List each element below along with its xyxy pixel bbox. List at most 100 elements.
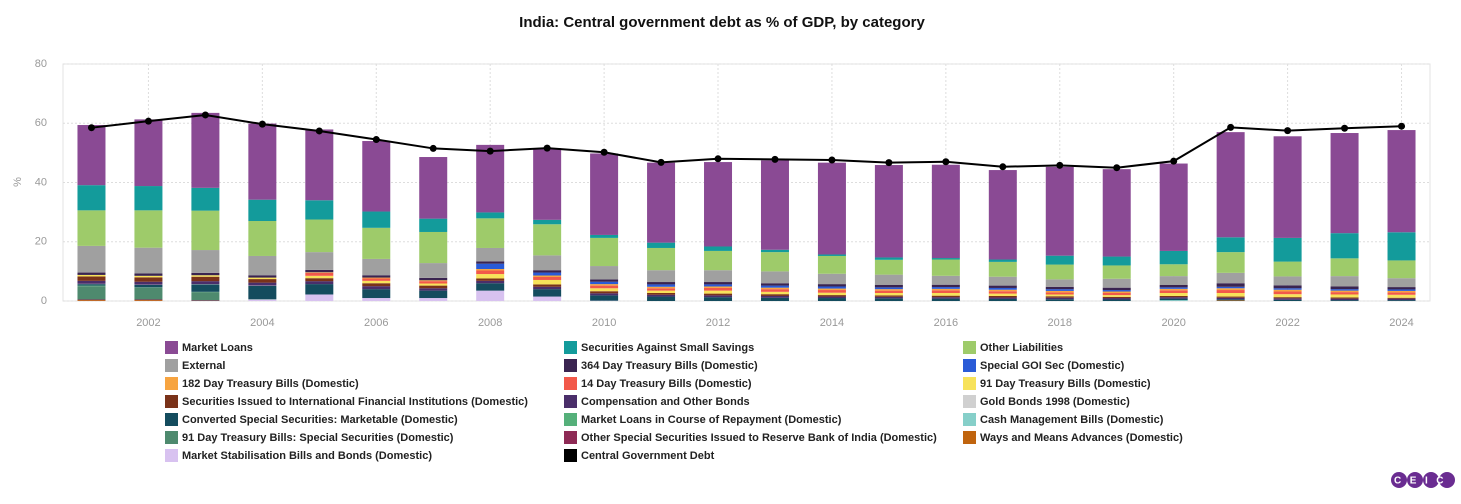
- line-point: [658, 159, 665, 166]
- bar-segment: [1331, 276, 1359, 286]
- bar-segment: [590, 153, 618, 234]
- legend-label: 91 Day Treasury Bills: Special Securitie…: [182, 432, 454, 444]
- bar-segment: [248, 279, 276, 283]
- bar-segment: [1274, 238, 1302, 262]
- bar-segment: [1388, 295, 1416, 298]
- bar-segment: [191, 273, 219, 275]
- bar-segment: [362, 275, 390, 277]
- bar-segment: [419, 263, 447, 278]
- legend-swatch: [564, 395, 577, 408]
- bar-segment: [1274, 292, 1302, 295]
- bar-segment: [248, 124, 276, 200]
- line-point: [430, 145, 437, 152]
- bar-segment: [533, 284, 561, 286]
- legend-label: Converted Special Securities: Marketable…: [182, 414, 458, 426]
- bar-segment: [1217, 299, 1245, 300]
- legend-label: Other Liabilities: [980, 342, 1063, 354]
- bar-segment: [1274, 294, 1302, 297]
- bar-segment: [1217, 288, 1245, 290]
- bar-segment: [875, 295, 903, 296]
- line-point: [1227, 124, 1234, 131]
- bar-segment: [476, 270, 504, 274]
- y-tick-label: 20: [35, 236, 47, 248]
- bar-segment: [1103, 257, 1131, 266]
- bar-segment: [875, 287, 903, 289]
- legend-label: 182 Day Treasury Bills (Domestic): [182, 378, 359, 390]
- bar-segment: [761, 298, 789, 301]
- line-point: [942, 158, 949, 165]
- bar-segment: [590, 282, 618, 284]
- bar-segment: [1331, 300, 1359, 301]
- bar-segment: [77, 300, 105, 301]
- bar-segment: [704, 270, 732, 282]
- bar-segment: [590, 279, 618, 281]
- bar-segment: [818, 297, 846, 298]
- bar-segment: [875, 275, 903, 285]
- bar-segment: [305, 200, 333, 219]
- bar-segment: [77, 276, 105, 280]
- bar-segment: [1274, 285, 1302, 288]
- bar-segment: [932, 260, 960, 276]
- bar-segment: [1388, 298, 1416, 299]
- bar-segment: [590, 288, 618, 291]
- bar-segment: [818, 290, 846, 293]
- bar-segment: [419, 219, 447, 232]
- bar-segment: [248, 256, 276, 275]
- bar-segment: [704, 246, 732, 250]
- bar-segment: [932, 289, 960, 290]
- legend-label: Securities Issued to International Finan…: [182, 396, 528, 408]
- bar-segment: [647, 293, 675, 295]
- bar-segment: [134, 282, 162, 285]
- line-point: [601, 149, 608, 156]
- bar-segment: [590, 266, 618, 279]
- bar-segment: [305, 273, 333, 276]
- line-point: [316, 127, 323, 134]
- bar-segment: [989, 288, 1017, 290]
- legend-swatch: [564, 359, 577, 372]
- bar-segment: [1046, 279, 1074, 286]
- bar-segment: [1103, 297, 1131, 298]
- bar-segment: [77, 125, 105, 185]
- bar-segment: [1331, 289, 1359, 290]
- bar-segment: [1217, 293, 1245, 297]
- bar-segment: [419, 298, 447, 301]
- bar-segment: [704, 294, 732, 296]
- bar-segment: [1217, 297, 1245, 298]
- legend-swatch: [165, 449, 178, 462]
- bar-segment: [818, 289, 846, 290]
- line-point: [1113, 164, 1120, 171]
- bar-segment: [1160, 300, 1188, 301]
- bar-segment: [1217, 237, 1245, 252]
- legend-swatch: [165, 431, 178, 444]
- bar-segment: [1046, 294, 1074, 296]
- bar-segment: [533, 273, 561, 276]
- bar-segment: [362, 212, 390, 228]
- bar-segment: [77, 275, 105, 276]
- bar-segment: [1274, 297, 1302, 298]
- bar-segment: [989, 277, 1017, 286]
- bar-segment: [1103, 293, 1131, 295]
- bar-segment: [875, 260, 903, 275]
- bar-segment: [989, 260, 1017, 262]
- x-tick-label: 2006: [364, 317, 388, 329]
- bar-segment: [818, 256, 846, 274]
- bar-segment: [419, 280, 447, 281]
- bar-segment: [476, 264, 504, 269]
- bar-segment: [77, 210, 105, 246]
- legend-label: Market Stabilisation Bills and Bonds (Do…: [182, 450, 432, 462]
- x-tick-label: 2008: [478, 317, 502, 329]
- bar-segment: [818, 274, 846, 284]
- legend-swatch: [564, 377, 577, 390]
- legend-swatch: [963, 413, 976, 426]
- bar-segment: [1046, 292, 1074, 294]
- bar-segment: [590, 293, 618, 295]
- x-tick-label: 2010: [592, 317, 616, 329]
- bar-segment: [1046, 296, 1074, 297]
- bar-segment: [134, 300, 162, 301]
- bar-segment: [77, 286, 105, 287]
- legend-swatch: [963, 359, 976, 372]
- bar-segment: [590, 235, 618, 238]
- bar-segment: [590, 286, 618, 289]
- bar-segment: [647, 248, 675, 270]
- bar-segment: [1274, 288, 1302, 289]
